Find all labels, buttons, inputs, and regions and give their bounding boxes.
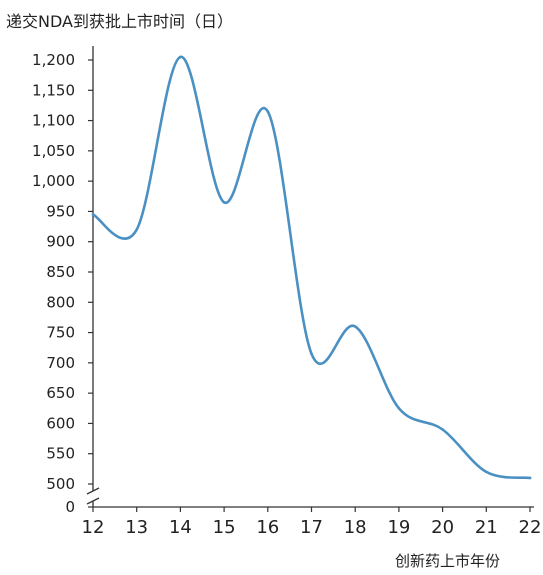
axis-break-mark [86, 497, 100, 505]
data-point [266, 110, 270, 113]
series-group [91, 55, 532, 480]
data-point [179, 55, 182, 59]
y-tick-label: 700 [46, 354, 75, 372]
y-tick-label: 600 [46, 414, 75, 432]
data-point [135, 228, 138, 231]
x-tick-label: 21 [475, 517, 498, 538]
y-tick-label: 900 [46, 233, 75, 251]
x-tick-label: 15 [213, 517, 236, 538]
y-tick-label: 1,200 [32, 51, 75, 69]
x-axis-label: 创新药上市年份 [395, 552, 501, 570]
data-point [441, 428, 444, 431]
y-tick-label: 550 [46, 445, 75, 463]
y-tick-label: 1,100 [32, 112, 75, 130]
x-tick-label: 16 [256, 517, 279, 538]
x-tick-label: 17 [300, 517, 323, 538]
y-tick-label: 1,150 [32, 81, 75, 99]
data-point [353, 325, 357, 328]
chart-title: 递交NDA到获批上市时间（日） [6, 12, 233, 31]
y-tick-label: 500 [46, 475, 75, 493]
y-tick-label: 650 [46, 384, 75, 402]
y-tick-label: 850 [46, 263, 75, 281]
data-point [91, 213, 95, 216]
y-tick-label: 750 [46, 324, 75, 342]
x-axis: 12 13 14 15 16 17 18 19 20 21 22 [82, 506, 542, 538]
axis-break-mark [86, 487, 100, 495]
y-tick-label: 950 [46, 202, 75, 220]
y-tick-label: 800 [46, 293, 75, 311]
data-point [310, 352, 313, 356]
x-tick-label: 22 [519, 517, 542, 538]
data-point [397, 406, 401, 410]
series-line [91, 55, 532, 480]
y-tick-label: 0 [65, 498, 75, 516]
x-tick-label: 13 [125, 517, 148, 538]
data-point [528, 476, 532, 480]
x-tick-label: 19 [387, 517, 410, 538]
data-point [485, 470, 488, 474]
x-tick-label: 18 [344, 517, 367, 538]
y-axis: 0 500 550 600 650 700 750 800 850 900 950 1,000 1,05… [32, 46, 100, 516]
y-tick-label: 1,000 [32, 172, 75, 190]
x-tick-label: 20 [431, 517, 454, 538]
x-tick-label: 14 [169, 517, 192, 538]
data-point [222, 201, 226, 204]
x-tick-label: 12 [82, 517, 105, 538]
y-tick-label: 1,050 [32, 142, 75, 160]
